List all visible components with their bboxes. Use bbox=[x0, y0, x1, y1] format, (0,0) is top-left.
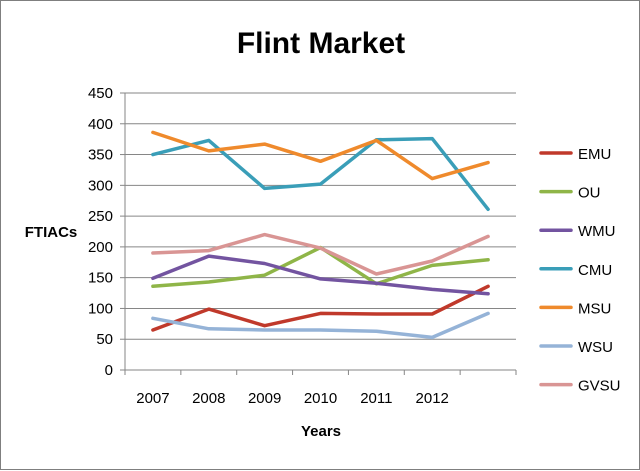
x-tick-label: 2007 bbox=[136, 390, 169, 407]
legend-label: MSU bbox=[578, 300, 611, 317]
legend-item-gvsu: GVSU bbox=[539, 378, 621, 395]
series-line-wsu bbox=[151, 311, 490, 340]
legend-label: OU bbox=[578, 185, 601, 202]
series-line-wmu bbox=[151, 254, 490, 296]
y-tick-label: 0 bbox=[105, 362, 113, 379]
y-tick-label: 200 bbox=[88, 239, 113, 256]
legend-item-wmu: WMU bbox=[539, 223, 616, 240]
legend: EMU OU WMU CMU MSU WSU GVSU bbox=[539, 146, 621, 395]
legend-label: GVSU bbox=[578, 378, 621, 395]
y-tick-labels: 0 50 100 150 200 250 300 350 400 450 bbox=[88, 85, 113, 379]
series-line-msu bbox=[151, 130, 490, 181]
x-tick-label: 2011 bbox=[360, 390, 392, 407]
series-line-cmu bbox=[151, 136, 490, 212]
legend-item-wsu: WSU bbox=[539, 339, 613, 356]
x-tick-label: 2010 bbox=[304, 390, 337, 407]
legend-label: CMU bbox=[578, 262, 612, 279]
legend-label: WMU bbox=[578, 223, 616, 240]
x-tick-label: 2009 bbox=[248, 390, 281, 407]
y-tick-label: 50 bbox=[96, 331, 113, 348]
x-tick-label: 2008 bbox=[192, 390, 225, 407]
y-tick-label: 400 bbox=[88, 116, 113, 133]
series-line-gvsu bbox=[151, 232, 490, 276]
chart-title: Flint Market bbox=[237, 27, 405, 60]
y-tick-label: 450 bbox=[88, 85, 113, 102]
y-tick-label: 350 bbox=[88, 147, 113, 164]
y-tick-label: 250 bbox=[88, 208, 113, 225]
legend-label: WSU bbox=[578, 339, 613, 356]
legend-item-cmu: CMU bbox=[539, 262, 612, 279]
series-line-emu bbox=[151, 284, 490, 332]
legend-item-ou: OU bbox=[539, 185, 601, 202]
legend-item-emu: EMU bbox=[539, 146, 611, 163]
legend-label: EMU bbox=[578, 146, 611, 163]
legend-item-msu: MSU bbox=[539, 300, 611, 317]
y-tick-label: 100 bbox=[88, 300, 113, 317]
series-lines bbox=[151, 130, 490, 340]
x-axis-label: Years bbox=[301, 423, 341, 440]
x-tick-labels: 2007 2008 2009 2010 2011 2012 bbox=[124, 370, 517, 407]
y-tick-label: 300 bbox=[88, 177, 113, 194]
y-axis-label: FTIACs bbox=[25, 224, 78, 241]
y-tick-label: 150 bbox=[88, 270, 113, 287]
x-tick-label: 2012 bbox=[416, 390, 449, 407]
